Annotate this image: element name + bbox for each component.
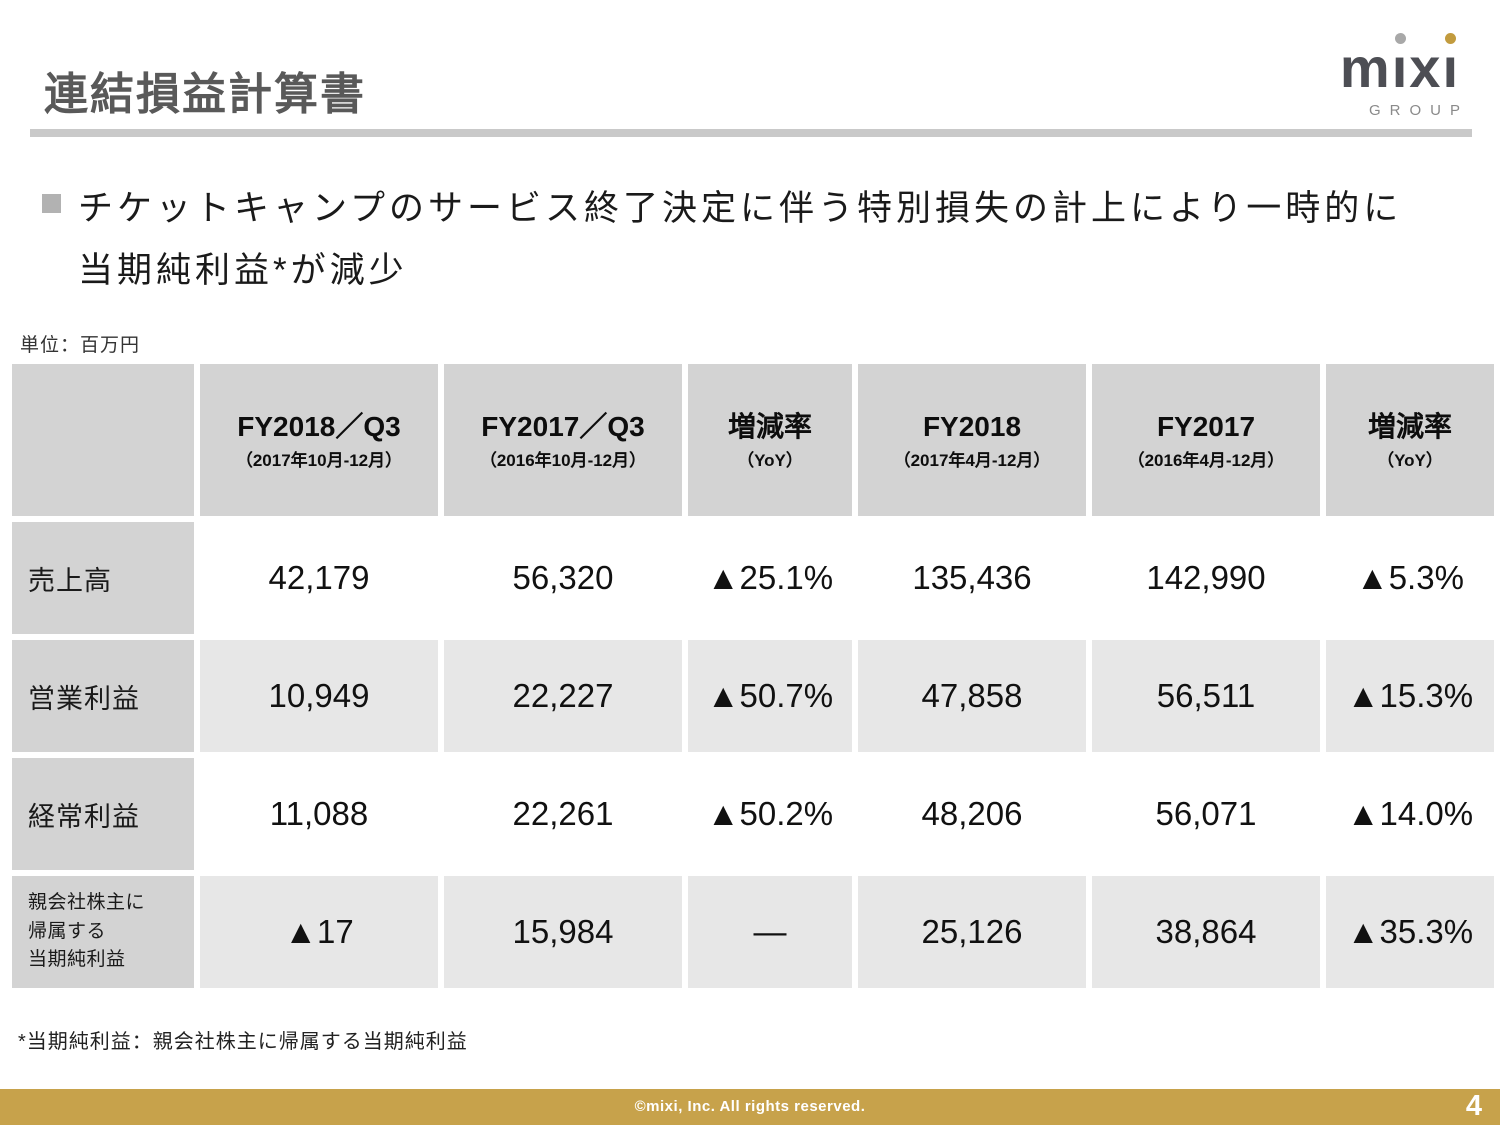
row-label: 親会社株主に 帰属する 当期純利益	[12, 876, 194, 988]
table-cell: 38,864	[1092, 876, 1320, 988]
header-fy2017-q3: FY2017／Q3 （2016年10月-12月）	[444, 364, 682, 516]
header-yoy-q3: 増減率 （YoY）	[688, 364, 852, 516]
table-row-ordinary-income: 経常利益 11,088 22,261 ▲50.2% 48,206 56,071 …	[12, 758, 1494, 870]
row-label: 営業利益	[12, 640, 194, 752]
mixi-logo: mı xı GROUP	[1340, 33, 1460, 119]
logo-letter: ı	[1392, 33, 1410, 96]
table-row-sales: 売上高 42,179 56,320 ▲25.1% 135,436 142,990…	[12, 522, 1494, 634]
table-cell: 22,227	[444, 640, 682, 752]
table-cell: ▲25.1%	[688, 522, 852, 634]
table-cell: 22,261	[444, 758, 682, 870]
table-row-net-income: 親会社株主に 帰属する 当期純利益 ▲17 15,984 — 25,126 38…	[12, 876, 1494, 988]
table-cell: ▲5.3%	[1326, 522, 1494, 634]
copyright-text: ©mixi, Inc. All rights reserved.	[634, 1098, 866, 1115]
table-cell: 56,320	[444, 522, 682, 634]
footer-bar: ©mixi, Inc. All rights reserved. 4	[0, 1089, 1500, 1125]
title-divider	[30, 129, 1472, 137]
table-header-row: FY2018／Q3 （2017年10月-12月） FY2017／Q3 （2016…	[12, 364, 1494, 516]
row-label: 経常利益	[12, 758, 194, 870]
table-cell: 56,511	[1092, 640, 1320, 752]
page-number: 4	[1465, 1090, 1482, 1122]
key-message-line2: 当期純利益*が減少	[78, 251, 408, 290]
unit-note: 単位：百万円	[20, 335, 141, 356]
logo-group-text: GROUP	[1368, 102, 1469, 119]
key-message: チケットキャンプのサービス終了決定に伴う特別損失の計上により一時的に 当期純利益…	[42, 178, 1442, 302]
logo-letter: ı	[1442, 33, 1460, 96]
table-cell: —	[688, 876, 852, 988]
header-yoy-fy: 増減率 （YoY）	[1326, 364, 1494, 516]
table-cell: 56,071	[1092, 758, 1320, 870]
logo-dot-gold	[1445, 33, 1457, 44]
table-cell: 10,949	[200, 640, 438, 752]
table-cell: 25,126	[858, 876, 1086, 988]
logo-letter: x	[1409, 36, 1443, 99]
table-cell: 15,984	[444, 876, 682, 988]
key-message-line1: チケットキャンプのサービス終了決定に伴う特別損失の計上により一時的に	[78, 189, 1403, 228]
header-fy2018: FY2018 （2017年4月-12月）	[858, 364, 1086, 516]
table-cell: ▲50.2%	[688, 758, 852, 870]
header-fy2018-q3: FY2018／Q3 （2017年10月-12月）	[200, 364, 438, 516]
income-statement-table: FY2018／Q3 （2017年10月-12月） FY2017／Q3 （2016…	[6, 358, 1500, 994]
logo-letter: m	[1339, 36, 1392, 99]
mixi-logo-wordmark: mı xı	[1340, 33, 1460, 96]
table-cell: 42,179	[200, 522, 438, 634]
table-cell: ▲50.7%	[688, 640, 852, 752]
table-cell: 47,858	[858, 640, 1086, 752]
table-cell: 48,206	[858, 758, 1086, 870]
table-cell: ▲35.3%	[1326, 876, 1494, 988]
header-empty	[12, 364, 194, 516]
footnote: *当期純利益：親会社株主に帰属する当期純利益	[18, 1031, 468, 1053]
table-cell: 142,990	[1092, 522, 1320, 634]
logo-dot-gray	[1394, 33, 1406, 44]
bullet-square-icon	[42, 194, 61, 213]
header-fy2017: FY2017 （2016年4月-12月）	[1092, 364, 1320, 516]
table-row-operating-income: 営業利益 10,949 22,227 ▲50.7% 47,858 56,511 …	[12, 640, 1494, 752]
table-cell: ▲15.3%	[1326, 640, 1494, 752]
table-cell: 11,088	[200, 758, 438, 870]
page-title: 連結損益計算書	[44, 70, 366, 119]
table-cell: ▲17	[200, 876, 438, 988]
table-cell: 135,436	[858, 522, 1086, 634]
table-cell: ▲14.0%	[1326, 758, 1494, 870]
row-label: 売上高	[12, 522, 194, 634]
